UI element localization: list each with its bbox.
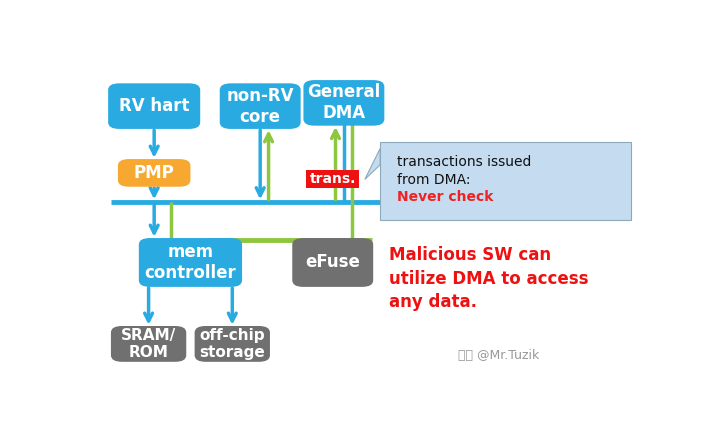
Text: General
DMA: General DMA xyxy=(307,83,380,122)
FancyBboxPatch shape xyxy=(108,83,200,129)
FancyBboxPatch shape xyxy=(220,83,301,129)
Text: eFuse: eFuse xyxy=(305,253,360,272)
Polygon shape xyxy=(365,148,380,179)
FancyBboxPatch shape xyxy=(194,326,270,362)
Text: Malicious SW can
utilize DMA to access
any data.: Malicious SW can utilize DMA to access a… xyxy=(389,246,588,311)
Text: RV hart: RV hart xyxy=(119,97,189,115)
FancyBboxPatch shape xyxy=(111,326,186,362)
Text: non-RV
core: non-RV core xyxy=(226,87,294,126)
FancyBboxPatch shape xyxy=(139,238,242,287)
FancyBboxPatch shape xyxy=(118,159,190,187)
FancyBboxPatch shape xyxy=(306,170,359,188)
FancyBboxPatch shape xyxy=(292,238,373,287)
FancyBboxPatch shape xyxy=(380,142,631,220)
Text: Never check: Never check xyxy=(397,190,493,204)
Text: SRAM/
ROM: SRAM/ ROM xyxy=(121,328,176,360)
Text: mem
controller: mem controller xyxy=(145,243,236,282)
Text: trans.: trans. xyxy=(310,173,356,187)
Text: transactions issued
from DMA:: transactions issued from DMA: xyxy=(397,155,531,187)
FancyBboxPatch shape xyxy=(303,80,384,126)
Text: 知乎 @Mr.Tuzik: 知乎 @Mr.Tuzik xyxy=(459,349,539,362)
Text: PMP: PMP xyxy=(134,164,174,182)
Text: off-chip
storage: off-chip storage xyxy=(199,328,265,360)
